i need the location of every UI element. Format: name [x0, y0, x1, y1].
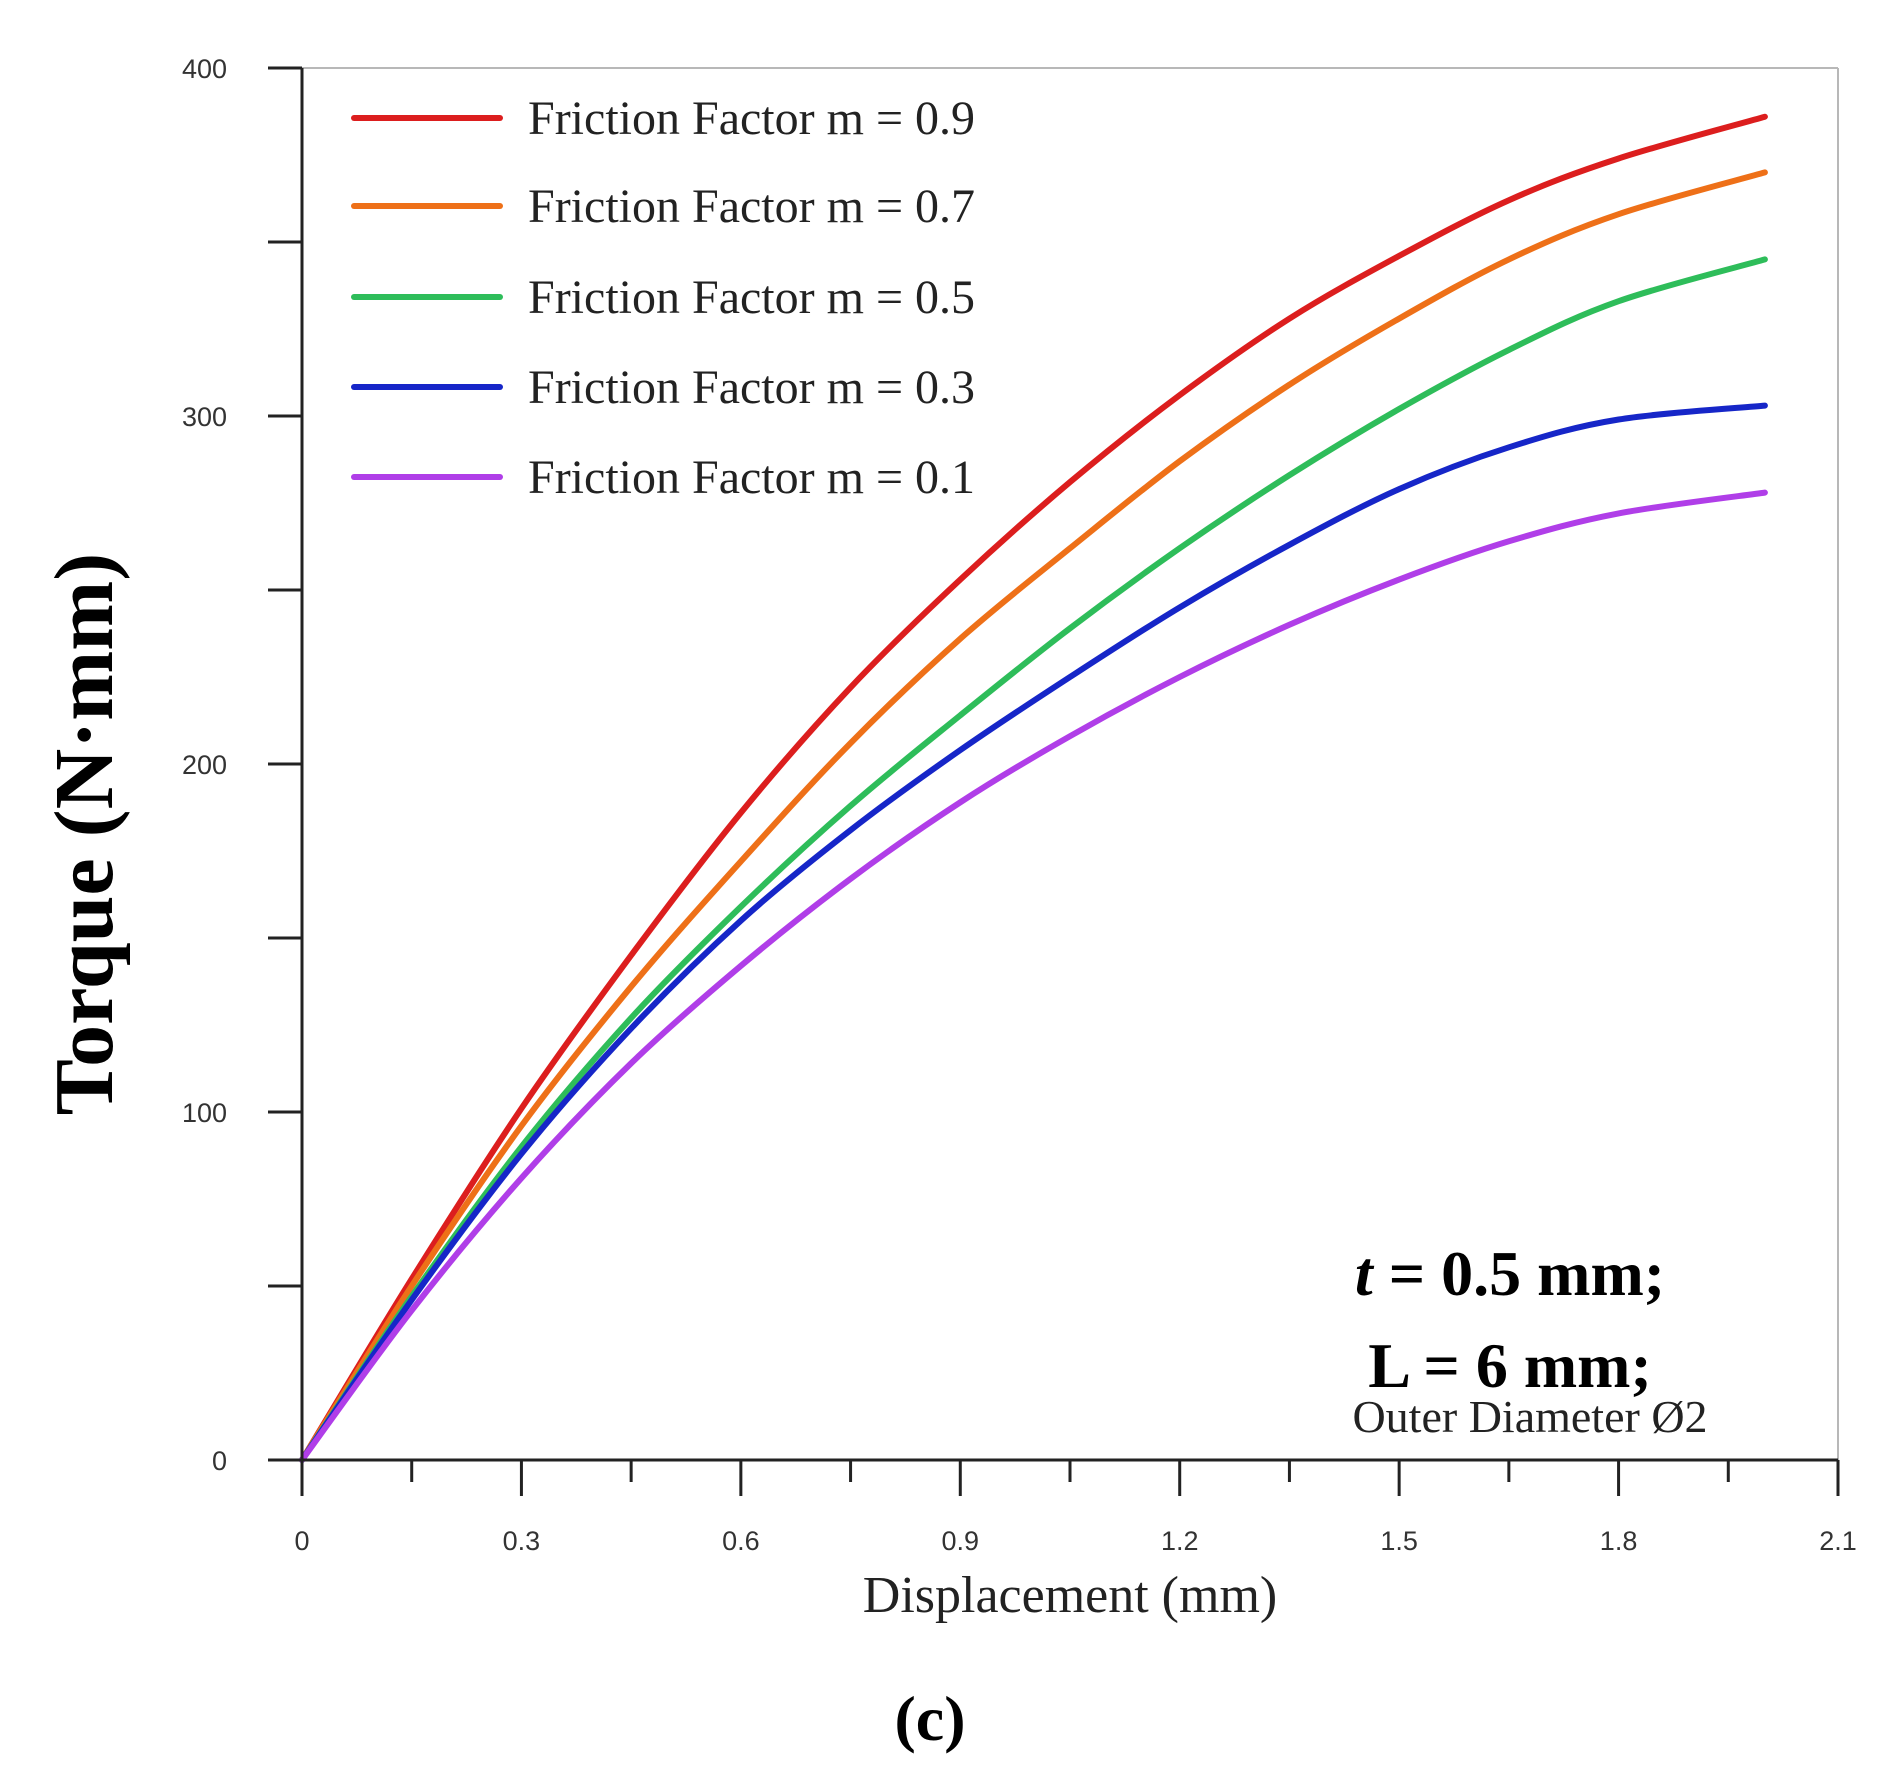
- axis-ticks: 0 0.3 0.6 0.9 1.2 1.5 1.8 2.1 0 100 200 300 400: [182, 54, 1857, 1556]
- x-tick-label: 0.6: [722, 1526, 760, 1556]
- legend-label-3: Friction Factor m = 0.5: [528, 271, 975, 324]
- series-line-4: [299, 402, 1768, 1463]
- y-axis-label: Torque (N·mm): [38, 553, 131, 1115]
- x-tick-label: 0.9: [942, 1526, 980, 1556]
- y-tick-label: 400: [182, 54, 227, 84]
- legend-label-2: Friction Factor m = 0.7: [528, 180, 975, 233]
- x-tick-label: 1.2: [1161, 1526, 1199, 1556]
- legend-label-4: Friction Factor m = 0.3: [528, 361, 975, 414]
- series-line-5: [299, 489, 1768, 1463]
- series-line-2: [299, 169, 1768, 1463]
- annotation-thickness-symbol: t: [1355, 1238, 1375, 1309]
- x-tick-label: 1.5: [1380, 1526, 1418, 1556]
- panel-label: (c): [894, 1683, 965, 1754]
- legend-label-1: Friction Factor m = 0.9: [528, 92, 975, 145]
- legend-label-5: Friction Factor m = 0.1: [528, 451, 975, 504]
- plot-frame: [302, 67, 1839, 1460]
- legend: Friction Factor m = 0.9 Friction Factor m…: [351, 92, 975, 504]
- series-line-3: [299, 256, 1768, 1463]
- y-tick-label: 100: [182, 1098, 227, 1128]
- series-line-1: [299, 113, 1768, 1463]
- x-tick-label: 0.3: [503, 1526, 541, 1556]
- annotation-thickness: t = 0.5 mm;: [1355, 1238, 1665, 1309]
- y-tick-label: 0: [212, 1446, 227, 1476]
- x-axis-label: Displacement (mm): [863, 1567, 1277, 1624]
- annotation-thickness-value: = 0.5 mm;: [1373, 1238, 1665, 1309]
- x-tick-label: 1.8: [1600, 1526, 1638, 1556]
- series-lines: [299, 113, 1768, 1463]
- y-tick-label: 200: [182, 750, 227, 780]
- annotation-outer-diameter: Outer Diameter Ø2: [1352, 1391, 1707, 1442]
- x-tick-label: 2.1: [1819, 1526, 1857, 1556]
- annotation-length: L = 6 mm;: [1368, 1330, 1652, 1401]
- y-tick-label: 300: [182, 402, 227, 432]
- x-tick-label: 0: [294, 1526, 309, 1556]
